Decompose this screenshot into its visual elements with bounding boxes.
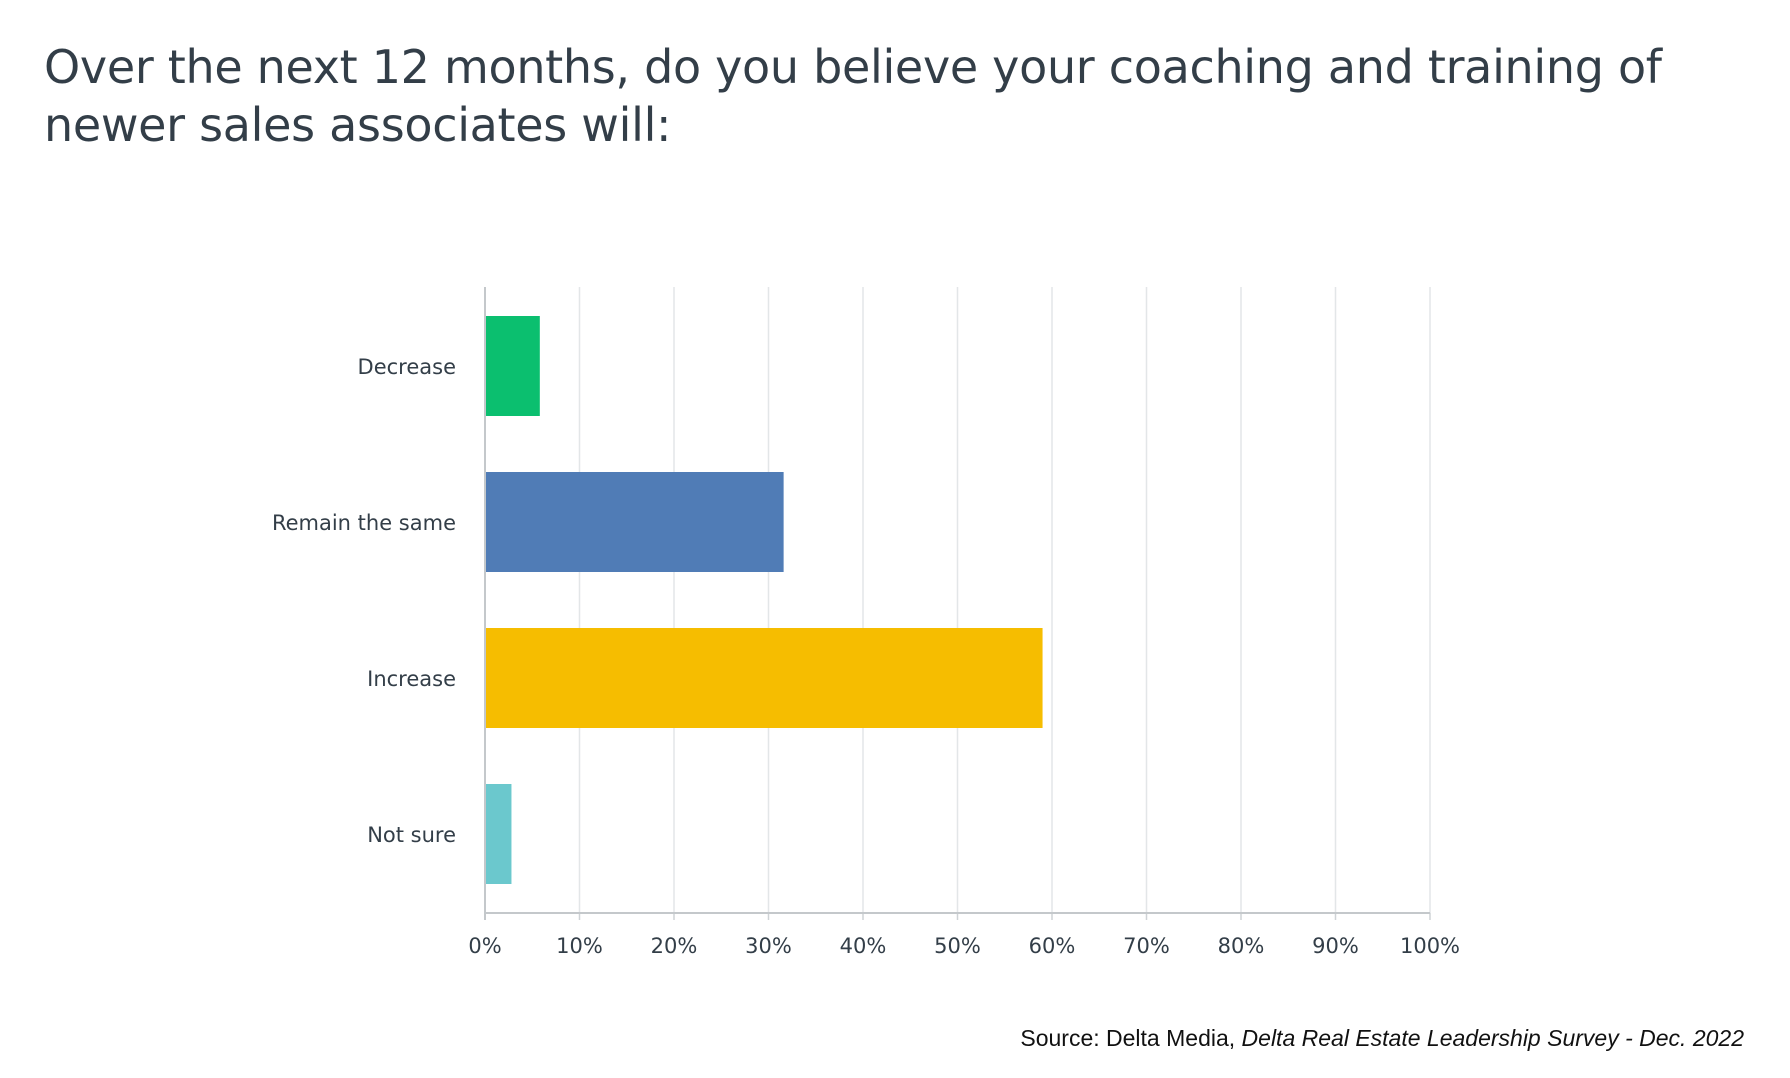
x-tick-label: 90% <box>1312 934 1359 958</box>
x-tick-label: 70% <box>1123 934 1170 958</box>
x-tick-label: 60% <box>1029 934 1076 958</box>
x-tick-label: 10% <box>556 934 603 958</box>
x-tick-label: 40% <box>840 934 887 958</box>
x-tick-label: 80% <box>1218 934 1265 958</box>
source-note: Source: Delta Media, Delta Real Estate L… <box>1020 1025 1744 1052</box>
category-label: Not sure <box>367 823 456 847</box>
labels: 0% 10% 20% 30% 40% 50% 60% 70% 80% 90% 100% Decreas… <box>272 355 1460 958</box>
bar-decrease <box>486 316 540 416</box>
x-tick-label: 20% <box>651 934 698 958</box>
bars <box>486 316 1043 884</box>
source-survey-name: Delta Real Estate Leadership Survey - De… <box>1241 1025 1744 1051</box>
axes <box>484 287 1431 920</box>
x-tick-label: 100% <box>1400 934 1460 958</box>
gridlines <box>578 287 1431 913</box>
category-label: Remain the same <box>272 511 456 535</box>
category-label: Decrease <box>358 355 456 379</box>
bar-not-sure <box>486 784 512 884</box>
x-tick-label: 50% <box>934 934 981 958</box>
source-prefix: Source: Delta Media, <box>1020 1025 1242 1051</box>
x-tick-label: 0% <box>468 934 501 958</box>
bar-increase <box>486 628 1043 728</box>
category-label: Increase <box>367 667 456 691</box>
x-tick-label: 30% <box>745 934 792 958</box>
chart-title: Over the next 12 months, do you believe … <box>44 40 1662 152</box>
bar-remain-the-same <box>486 472 784 572</box>
